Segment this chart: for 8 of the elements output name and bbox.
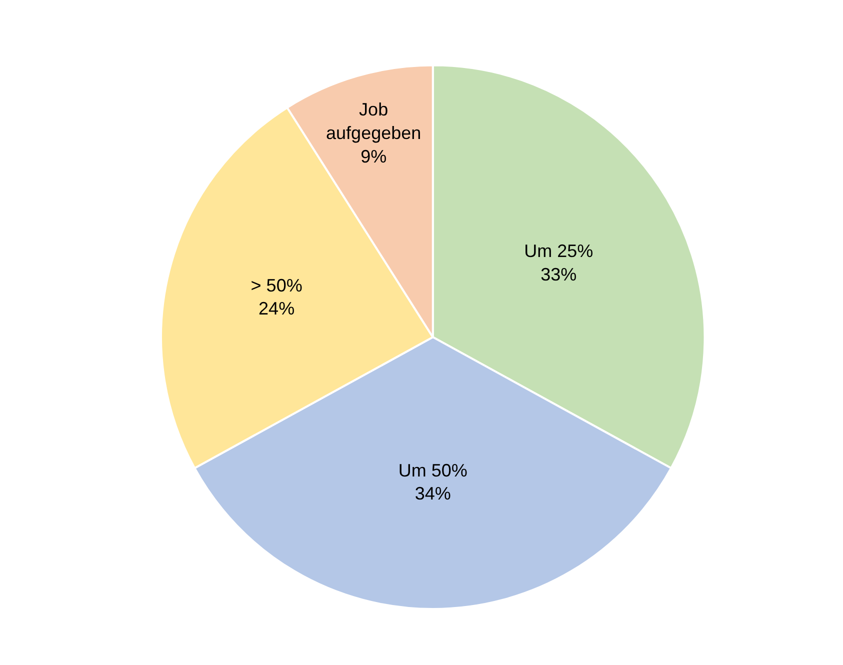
slice-label: Job aufgegeben	[326, 100, 422, 144]
data-label: 33%	[540, 264, 577, 284]
slice-label: > 50%	[250, 275, 302, 296]
data-label: 34%	[414, 484, 451, 504]
slice-label: Um 50%	[398, 460, 468, 480]
data-label: 24%	[258, 298, 295, 319]
data-label: 9%	[360, 146, 387, 166]
slice-label: Um 25%	[524, 241, 594, 262]
